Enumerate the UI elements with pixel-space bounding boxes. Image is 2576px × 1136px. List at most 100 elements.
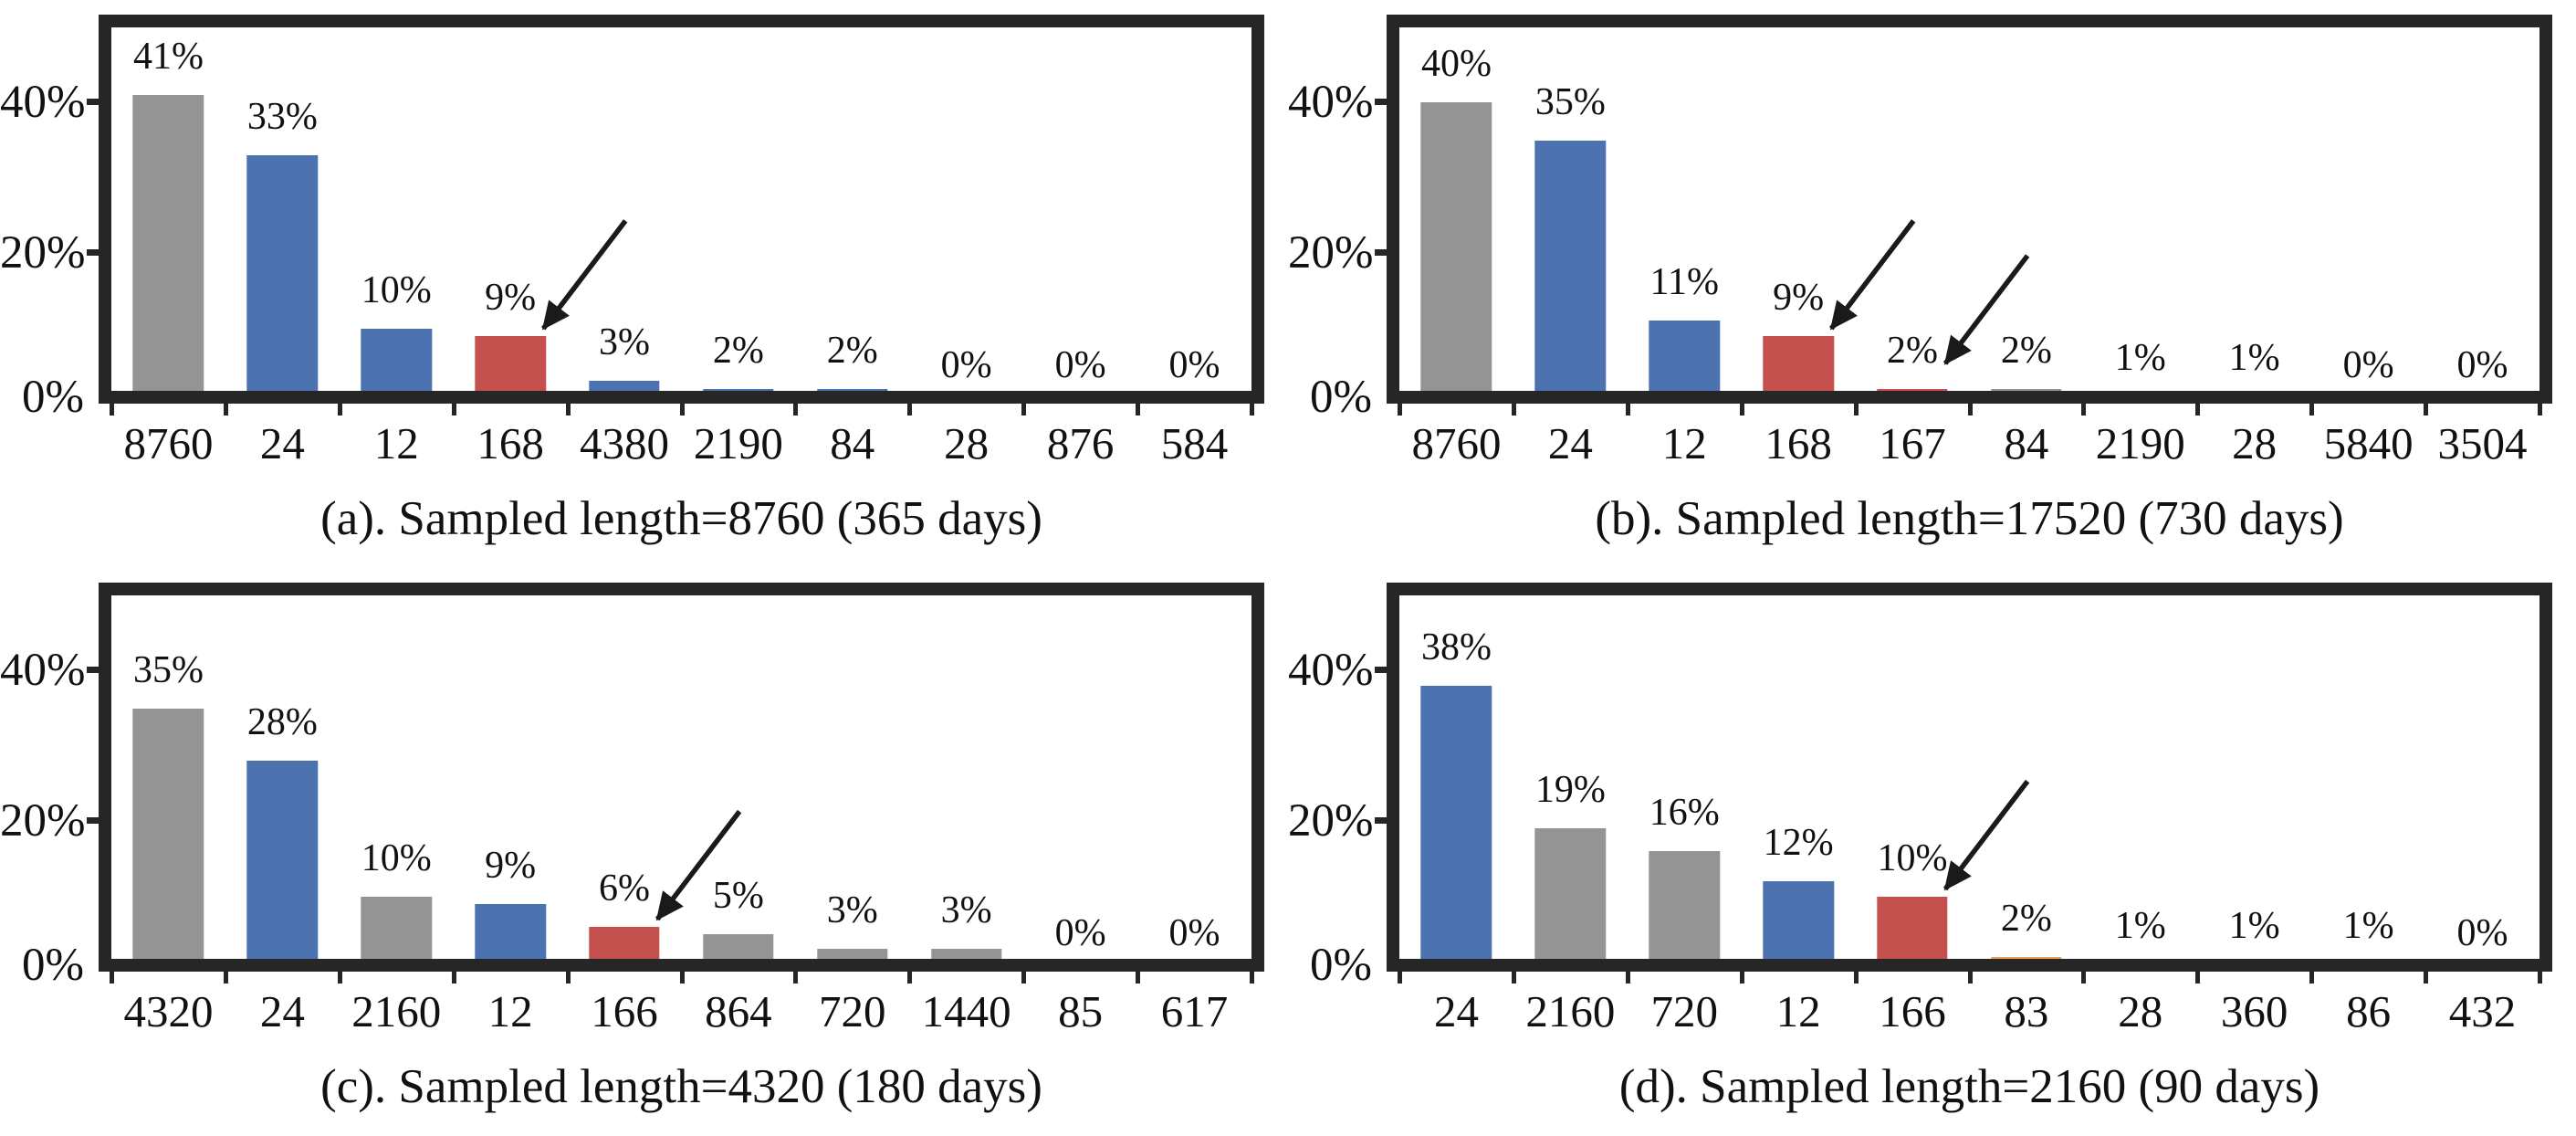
x-tick-mark — [1398, 972, 1402, 983]
x-tick-mark — [1511, 404, 1516, 415]
bar-slot-720: 3% — [795, 595, 909, 972]
bar-value-label: 0% — [1054, 912, 1106, 954]
bar-slot-28: 1% — [2197, 27, 2311, 404]
bar-value-label: 35% — [132, 648, 204, 691]
bar-value-label: 6% — [599, 867, 650, 910]
x-axis-label-12: 12 — [487, 986, 533, 1036]
x-tick-mark — [451, 972, 456, 983]
axis-spine-left — [99, 583, 111, 972]
y-axis-label: 20% — [0, 227, 86, 279]
x-axis-label-4320: 4320 — [123, 986, 214, 1036]
x-axis-label-1440: 1440 — [921, 986, 1011, 1036]
y-tick-mark — [87, 817, 99, 825]
bar-value-label: 10% — [361, 268, 432, 311]
x-axis-labels: 8760 24 12 168 4380 2190 84 28 876 584 — [111, 416, 1251, 473]
bar-slot-168: 9% — [454, 27, 568, 404]
plot-area-b: 40% 35% 11% 9% 2% 2% 1% 1% 0% 0% — [1375, 15, 2552, 415]
x-tick-mark — [2081, 404, 2087, 415]
x-axis-label-720: 720 — [1650, 986, 1718, 1036]
bar-slot-24: 33% — [225, 27, 340, 404]
bar-value-label: 5% — [712, 874, 764, 917]
bar-slot-5840: 0% — [2311, 27, 2425, 404]
bar-value-label: 35% — [1534, 80, 1606, 123]
bar-value-label: 0% — [940, 344, 992, 386]
x-axis-label-84: 84 — [830, 418, 875, 468]
y-axis-label: 0% — [22, 940, 84, 991]
bar-slot-1440: 3% — [909, 595, 1023, 972]
x-axis-label-167: 167 — [1879, 418, 1946, 468]
bar-4320 — [132, 708, 204, 972]
y-axis-label: 40% — [1288, 645, 1374, 696]
axis-spine-bottom — [99, 391, 1264, 404]
x-tick-mark — [1853, 972, 1859, 983]
bar-value-label: 1% — [2342, 904, 2394, 947]
x-axis-labels: 4320 24 2160 12 166 864 720 1440 85 617 — [111, 984, 1251, 1041]
bar-12 — [1649, 321, 1720, 404]
bar-value-label: 0% — [1168, 344, 1220, 386]
bar-slot-166: 6% — [568, 595, 682, 972]
x-axis-label-5840: 5840 — [2323, 418, 2414, 468]
x-tick-mark — [2538, 404, 2542, 415]
x-axis-label-28: 28 — [2232, 418, 2278, 468]
bar-value-label: 0% — [2456, 912, 2508, 954]
bar-value-label: 19% — [1534, 769, 1606, 812]
bar-value-label: 1% — [2228, 904, 2280, 947]
bar-24 — [246, 155, 319, 404]
bar-value-label: 3% — [940, 889, 992, 932]
bar-value-label: 2% — [1887, 329, 1938, 372]
plot-area-d: 38% 19% 16% 12% 10% 2% 1% 1% 1% 0% — [1375, 583, 2552, 983]
y-axis-label: 40% — [1288, 77, 1374, 128]
x-tick-mark — [1021, 404, 1027, 415]
panel-caption-b: (b). Sampled length=17520 (730 days) — [1595, 492, 2344, 545]
x-axis-label-168: 168 — [476, 418, 544, 468]
x-axis-label-24: 24 — [1433, 986, 1479, 1036]
y-tick-mark — [87, 667, 99, 674]
bar-slot-83: 2% — [1969, 595, 2083, 972]
axis-spine-left — [99, 15, 111, 404]
bar-slot-360: 1% — [2197, 595, 2311, 972]
axis-spine-right — [1251, 583, 1264, 972]
bar-slot-24: 38% — [1399, 595, 1513, 972]
bar-slot-86: 1% — [2311, 595, 2425, 972]
axis-spine-bottom — [99, 959, 1264, 972]
bar-value-label: 10% — [1877, 836, 1948, 879]
bar-slot-2190: 2% — [681, 27, 795, 404]
bar-8760 — [1420, 102, 1492, 404]
x-axis-label-86: 86 — [2346, 986, 2392, 1036]
bar-12 — [1763, 881, 1834, 972]
bar-value-label: 12% — [1763, 822, 1834, 865]
bar-value-label: 0% — [2456, 344, 2508, 386]
bar-slot-28: 0% — [909, 27, 1023, 404]
bar-slot-166: 10% — [1856, 595, 1970, 972]
x-axis-label-24: 24 — [259, 418, 305, 468]
bars-layer: 35% 28% 10% 9% 6% 5% 3% 3% 0% 0% — [111, 595, 1251, 972]
bar-slot-4320: 35% — [111, 595, 225, 972]
x-tick-mark — [1625, 972, 1630, 983]
x-tick-mark — [2195, 404, 2201, 415]
bar-24 — [1420, 685, 1492, 972]
y-axis-label: 20% — [0, 795, 86, 847]
x-tick-mark — [565, 972, 571, 983]
bar-value-label: 10% — [361, 836, 432, 879]
x-tick-mark — [1739, 972, 1744, 983]
bars-layer: 40% 35% 11% 9% 2% 2% 1% 1% 0% 0% — [1399, 27, 2539, 404]
y-tick-mark — [1375, 99, 1387, 106]
bar-slot-167: 2% — [1856, 27, 1970, 404]
bar-value-label: 41% — [132, 36, 204, 79]
panel-caption-d: (d). Sampled length=2160 (90 days) — [1618, 1060, 2320, 1113]
axis-spine-right — [2539, 583, 2552, 972]
bar-value-label: 9% — [485, 844, 537, 887]
y-tick-mark — [1375, 667, 1387, 674]
x-tick-mark — [1967, 972, 1973, 983]
axis-spine-left — [1387, 583, 1399, 972]
chart-panel-d: 38% 19% 16% 12% 10% 2% 1% 1% 1% 0% 40% 20% 0% 24 2160 7… — [1288, 568, 2576, 1136]
x-tick-mark — [679, 404, 685, 415]
x-tick-mark — [1136, 972, 1141, 983]
bar-slot-3504: 0% — [2425, 27, 2539, 404]
plot-area-a: 41% 33% 10% 9% 3% 2% 2% 0% 0% 0% — [87, 15, 1264, 415]
bar-720 — [1649, 851, 1720, 972]
bar-slot-2190: 1% — [2083, 27, 2197, 404]
bar-value-label: 2% — [2000, 329, 2052, 372]
x-tick-mark — [907, 404, 913, 415]
